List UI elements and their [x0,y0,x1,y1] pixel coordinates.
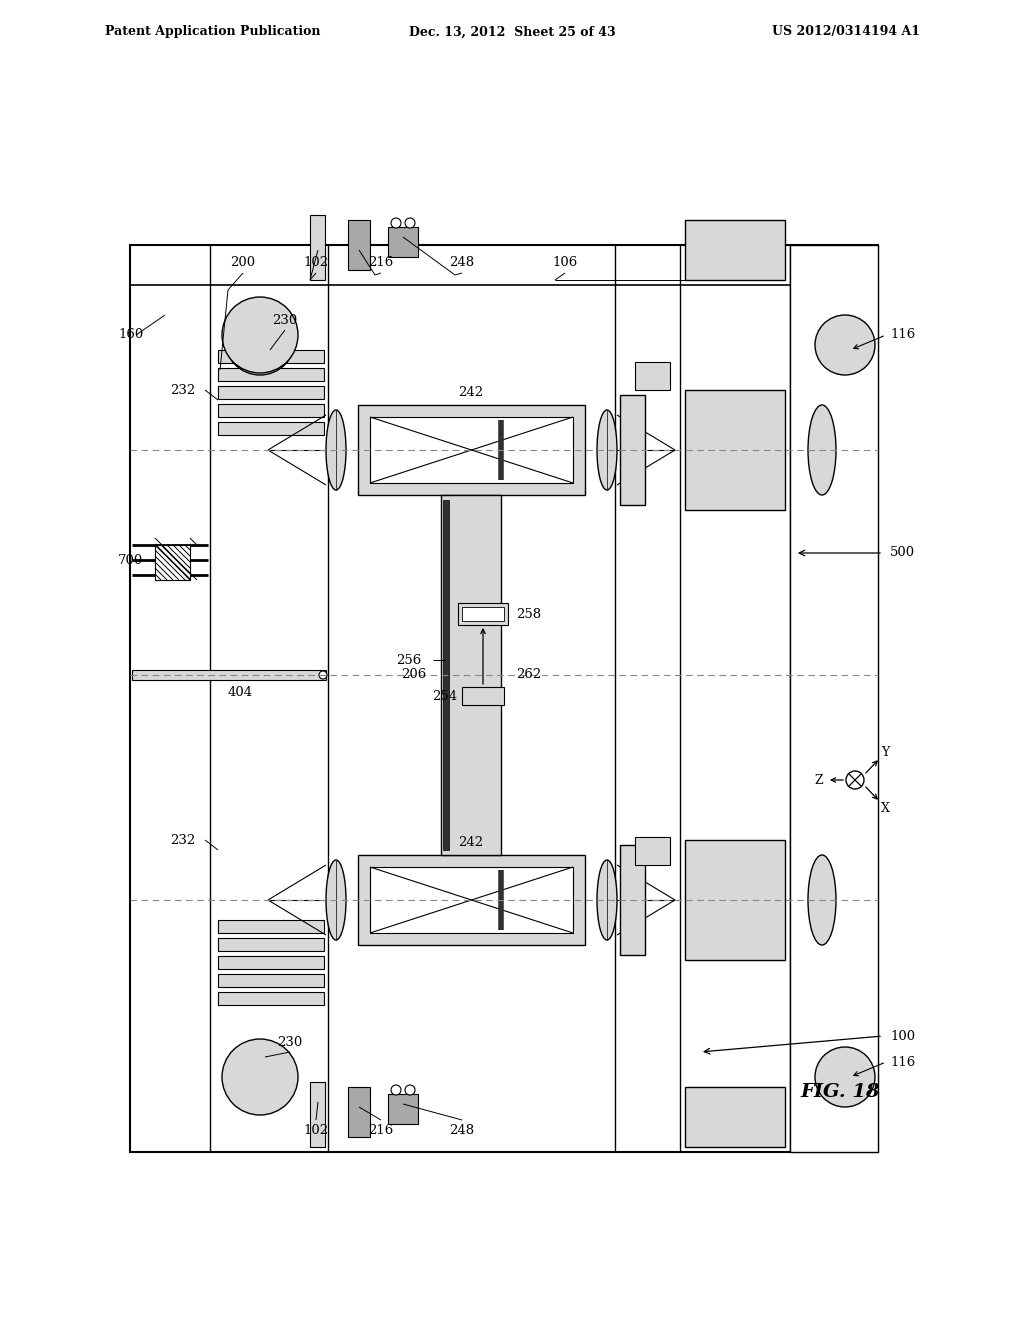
Bar [441,495,501,855]
Text: 200: 200 [230,256,256,269]
Text: Dec. 13, 2012  Sheet 25 of 43: Dec. 13, 2012 Sheet 25 of 43 [409,25,615,38]
Bar [218,974,324,987]
Bar [458,603,508,624]
Circle shape [406,218,415,228]
Text: 102: 102 [303,256,329,269]
Ellipse shape [326,861,346,940]
Text: 248: 248 [450,256,474,269]
Text: 248: 248 [450,1123,474,1137]
Bar [388,227,418,257]
Text: 216: 216 [369,1123,393,1137]
Text: 116: 116 [890,329,915,342]
Text: X: X [881,801,890,814]
Bar [635,362,670,389]
Bar [358,405,585,495]
Text: US 2012/0314194 A1: US 2012/0314194 A1 [772,25,920,38]
Bar [130,246,878,1152]
Bar [370,417,573,483]
Text: 232: 232 [170,833,195,846]
Bar [310,1082,325,1147]
Bar [620,395,645,506]
Text: 160: 160 [118,329,143,342]
Ellipse shape [597,861,617,940]
Circle shape [406,1085,415,1096]
Ellipse shape [808,855,836,945]
Bar [462,686,504,705]
Text: 206: 206 [400,668,426,681]
Text: 262: 262 [516,668,542,681]
Bar [635,837,670,865]
Ellipse shape [326,411,346,490]
Bar [218,404,324,417]
Text: Y: Y [881,746,889,759]
Ellipse shape [597,411,617,490]
Bar [790,246,878,1152]
Bar [218,993,324,1005]
Text: 216: 216 [369,256,393,269]
Text: 256: 256 [395,653,421,667]
Text: Z: Z [814,774,823,787]
Bar [155,545,190,579]
Circle shape [222,297,298,374]
Text: 230: 230 [278,1035,303,1048]
Bar [218,920,324,933]
Text: 242: 242 [459,387,483,400]
Text: 700: 700 [118,553,143,566]
Bar [348,1086,370,1137]
Bar [685,840,785,960]
Circle shape [391,1085,401,1096]
Text: 254: 254 [432,689,457,702]
Bar [443,500,449,850]
Bar [348,220,370,271]
Circle shape [846,771,864,789]
Text: 100: 100 [890,1030,915,1043]
Bar [218,422,324,436]
Ellipse shape [808,405,836,495]
Bar [370,867,573,933]
Bar [462,607,504,620]
Bar [685,220,785,280]
Bar [218,385,324,399]
Text: 102: 102 [303,1123,329,1137]
Text: 500: 500 [890,546,915,560]
Text: FIG. 18: FIG. 18 [801,1082,880,1101]
Text: 404: 404 [227,686,253,700]
Circle shape [815,315,874,375]
Text: Patent Application Publication: Patent Application Publication [105,25,321,38]
Bar [620,845,645,954]
Text: 258: 258 [516,607,541,620]
Bar [358,855,585,945]
Text: 232: 232 [170,384,195,396]
Bar [685,1086,785,1147]
Circle shape [225,305,295,375]
Bar [388,1094,418,1125]
Circle shape [391,218,401,228]
Circle shape [225,1041,295,1111]
Bar [218,350,324,363]
Text: 242: 242 [459,837,483,850]
Bar [310,215,325,280]
Circle shape [815,1047,874,1107]
Circle shape [222,1039,298,1115]
Text: 230: 230 [272,314,298,326]
Bar [218,939,324,950]
Bar [218,368,324,381]
Bar [132,671,326,680]
Text: 106: 106 [552,256,578,269]
Bar [218,956,324,969]
Text: 116: 116 [890,1056,915,1068]
Circle shape [319,671,327,678]
Bar [685,389,785,510]
